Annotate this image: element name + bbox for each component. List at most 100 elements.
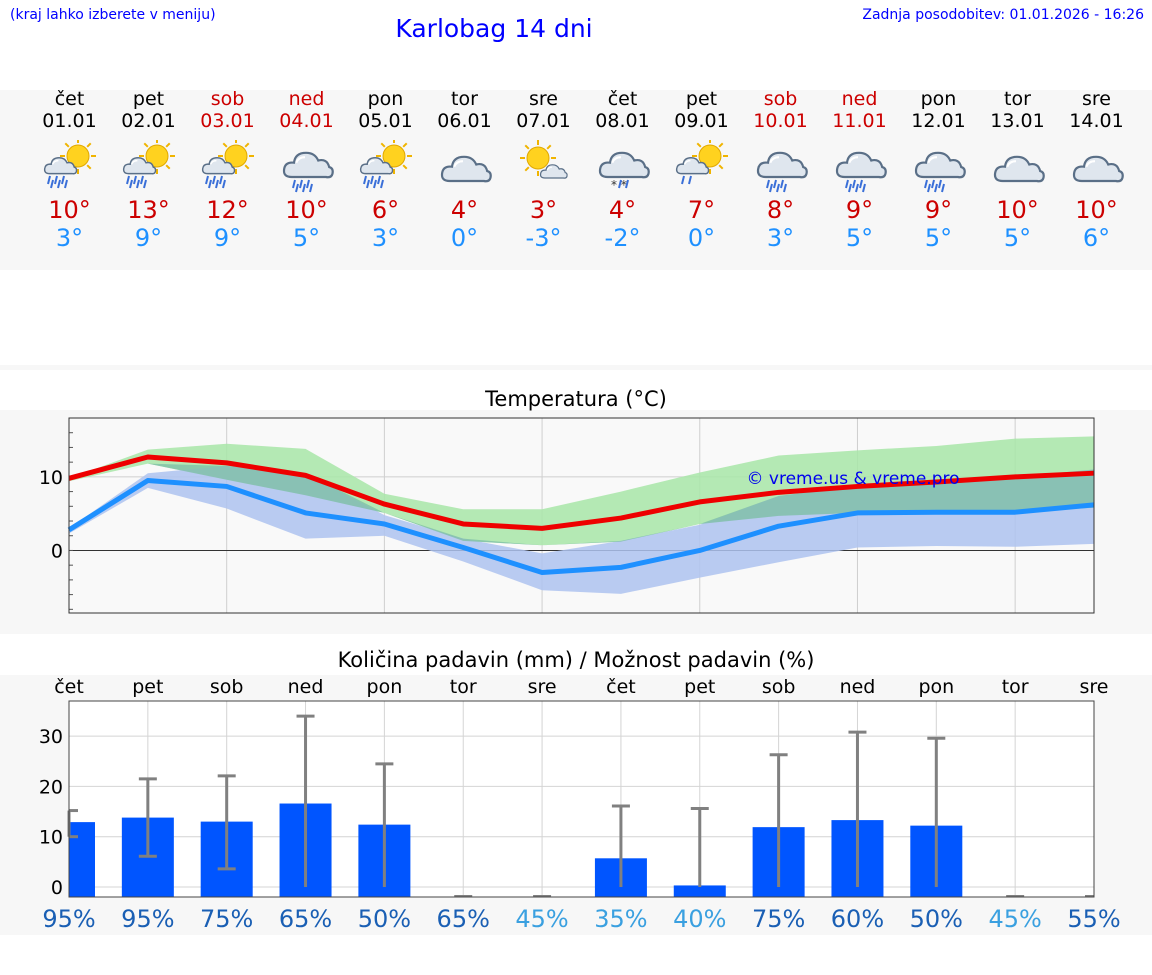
precipitation-probability: 65% xyxy=(279,905,332,933)
watermark: © vreme.us & vreme.pro xyxy=(746,469,959,489)
category-label: pet xyxy=(132,676,163,698)
day-column: sre 07.01 3° -3° xyxy=(504,88,583,258)
day-column: sob 10.01 8° 3° xyxy=(741,88,820,258)
page-title: Karlobag 14 dni xyxy=(395,14,593,43)
max-temperature: 10° xyxy=(996,196,1039,224)
max-temperature: 12° xyxy=(206,196,249,224)
day-name: sre xyxy=(529,88,558,110)
day-date: 07.01 xyxy=(516,110,571,132)
plot-frame xyxy=(68,417,1095,614)
sun-cloud-rain-icon xyxy=(359,140,412,189)
min-temperature: 6° xyxy=(1082,224,1111,252)
precipitation-probability: 95% xyxy=(121,905,174,933)
day-name: pet xyxy=(685,88,718,110)
category-label: sre xyxy=(528,676,557,698)
precipitation-probability: 75% xyxy=(200,905,253,933)
category-label: sre xyxy=(1080,676,1109,698)
precipitation-probability: 50% xyxy=(910,905,963,933)
day-date: 13.01 xyxy=(990,110,1045,132)
cloud-icon xyxy=(1072,155,1124,183)
min-temperature: 0° xyxy=(450,224,479,252)
max-temperature: 9° xyxy=(845,196,874,224)
precipitation-probability: 45% xyxy=(515,905,568,933)
cloud-icon xyxy=(440,155,492,183)
max-temperature: 10° xyxy=(48,196,91,224)
sun-small-cloud-icon xyxy=(519,140,568,179)
precipitation-probability: 95% xyxy=(42,905,95,933)
day-name: ned xyxy=(841,88,878,110)
min-temperature-line xyxy=(67,478,1095,576)
plot-frame xyxy=(68,700,1095,898)
day-date: 09.01 xyxy=(674,110,729,132)
temperature-chart-title: Temperatura (°C) xyxy=(485,387,667,411)
min-temperature: 3° xyxy=(55,224,84,252)
cloud-rain-icon xyxy=(756,151,808,193)
daily-forecast-band xyxy=(0,90,1152,270)
last-updated: Zadnja posodobitev: 01.01.2026 - 16:26 xyxy=(862,7,1144,23)
precipitation-probability: 35% xyxy=(594,905,647,933)
day-column: pet 09.01 7° 0° xyxy=(662,88,741,258)
day-column: čet 01.01 10° 3° xyxy=(30,88,109,258)
precipitation-probability: 50% xyxy=(358,905,411,933)
day-date: 04.01 xyxy=(279,110,334,132)
day-date: 08.01 xyxy=(595,110,650,132)
location-hint: (kraj lahko izberete v meniju) xyxy=(10,7,216,23)
max-temperature: 3° xyxy=(529,196,558,224)
max-temperature: 4° xyxy=(608,196,637,224)
day-name: pon xyxy=(367,88,404,110)
max-temperature: 8° xyxy=(766,196,795,224)
min-temperature: 9° xyxy=(213,224,242,252)
category-label: ned xyxy=(840,676,876,698)
precipitation-bar xyxy=(673,885,726,897)
precipitation-chart: čet pet sob ned pon tor sre čet pet sob ned pon tor s… xyxy=(39,676,1121,933)
day-name: čet xyxy=(54,88,85,110)
y-tick-label: 10 xyxy=(39,827,63,849)
temperature-chart: 0 10 © vreme.us & vreme.pro xyxy=(39,417,1095,614)
max-temperature: 4° xyxy=(450,196,479,224)
day-column: pon 12.01 9° 5° xyxy=(899,88,978,258)
day-name: tor xyxy=(1004,88,1031,110)
day-column: ned 04.01 10° 5° xyxy=(267,88,346,258)
day-column: pon 05.01 6° 3° xyxy=(346,88,425,258)
day-column: čet 08.01 * * 4° -2° xyxy=(583,88,662,258)
precipitation-probability: 40% xyxy=(673,905,726,933)
day-date: 11.01 xyxy=(832,110,887,132)
precipitation-probability: 55% xyxy=(1067,905,1120,933)
category-label: pon xyxy=(918,676,954,698)
cloud-rain-icon xyxy=(282,151,334,193)
min-temperature: 0° xyxy=(687,224,716,252)
precipitation-bar xyxy=(69,822,95,897)
cloud-sleet-icon: * * xyxy=(598,151,650,192)
precipitation-probability: 75% xyxy=(752,905,805,933)
day-column: ned 11.01 9° 5° xyxy=(820,88,899,258)
min-temperature: 3° xyxy=(371,224,400,252)
y-tick-label: 10 xyxy=(39,467,63,489)
day-column: tor 13.01 10° 5° xyxy=(978,88,1057,258)
category-label: sob xyxy=(762,676,796,698)
day-name: čet xyxy=(607,88,638,110)
cloud-icon xyxy=(993,155,1045,183)
category-label: tor xyxy=(1002,676,1029,698)
sun-cloud-rain-icon xyxy=(122,140,175,189)
day-name: tor xyxy=(451,88,478,110)
sun-cloud-light-rain-icon xyxy=(675,140,728,185)
day-date: 06.01 xyxy=(437,110,492,132)
max-temperature: 13° xyxy=(127,196,170,224)
day-column: sob 03.01 12° 9° xyxy=(188,88,267,258)
y-tick-label: 30 xyxy=(39,726,63,748)
category-label: tor xyxy=(450,676,477,698)
day-name: pet xyxy=(132,88,165,110)
day-name: sob xyxy=(210,88,245,110)
precipitation-probability: 65% xyxy=(437,905,490,933)
min-temperature: -3° xyxy=(525,224,562,252)
day-date: 14.01 xyxy=(1069,110,1124,132)
y-tick-label: 0 xyxy=(51,540,63,562)
day-column: tor 06.01 4° 0° xyxy=(425,88,504,258)
max-temperature: 10° xyxy=(1075,196,1118,224)
day-name: sre xyxy=(1082,88,1111,110)
max-temperature: 10° xyxy=(285,196,328,224)
separator-band xyxy=(0,365,1152,370)
category-label: čet xyxy=(606,676,636,698)
max-range-band xyxy=(69,436,1094,546)
day-name: ned xyxy=(288,88,325,110)
